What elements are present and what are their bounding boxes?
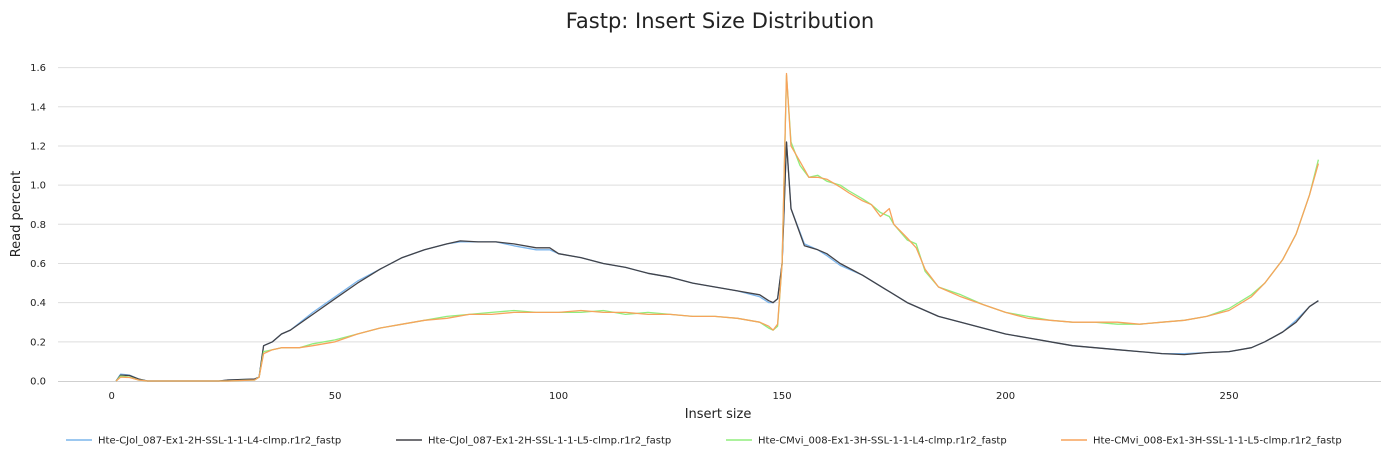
legend-label: Hte-CJol_087-Ex1-2H-SSL-1-1-L4-clmp.r1r2…: [98, 436, 341, 447]
x-tick-label: 250: [1219, 391, 1238, 402]
legend: Hte-CJol_087-Ex1-2H-SSL-1-1-L4-clmp.r1r2…: [66, 436, 1342, 447]
y-tick-label: 0.0: [30, 377, 46, 388]
y-axis-label: Read percent: [9, 171, 24, 258]
y-tick-label: 1.0: [30, 181, 46, 192]
x-tick-label: 100: [549, 391, 568, 402]
series-lines: [115, 72, 1320, 382]
series-line-2: [115, 141, 1319, 382]
legend-label: Hte-CJol_087-Ex1-2H-SSL-1-1-L5-clmp.r1r2…: [428, 436, 671, 447]
x-tick-label: 200: [996, 391, 1015, 402]
series-line-4: [115, 72, 1320, 382]
legend-label: Hte-CMvi_008-Ex1-3H-SSL-1-1-L4-clmp.r1r2…: [758, 436, 1007, 447]
y-tick-label: 0.4: [30, 298, 46, 309]
chart-title: Fastp: Insert Size Distribution: [566, 9, 874, 33]
y-tick-label: 0.2: [30, 337, 46, 348]
x-tick-label: 50: [329, 391, 342, 402]
y-tick-label: 1.6: [30, 63, 46, 74]
x-tick-label: 0: [108, 391, 114, 402]
series-line-1: [115, 141, 1319, 382]
y-tick-label: 1.4: [30, 102, 46, 113]
legend-label: Hte-CMvi_008-Ex1-3H-SSL-1-1-L5-clmp.r1r2…: [1093, 436, 1342, 447]
gridlines: [58, 67, 1381, 343]
x-tick-label: 150: [773, 391, 792, 402]
y-tick-label: 0.8: [30, 220, 46, 231]
x-axis-ticks: 0 50 100 150 200 250: [108, 391, 1238, 402]
y-tick-label: 1.2: [30, 141, 46, 152]
y-tick-label: 0.6: [30, 259, 46, 270]
x-axis-label: Insert size: [685, 407, 752, 422]
y-axis-ticks: 0.0 0.2 0.4 0.6 0.8 1.0 1.2 1.4 1.6: [30, 63, 46, 387]
series-line-3: [115, 74, 1320, 382]
